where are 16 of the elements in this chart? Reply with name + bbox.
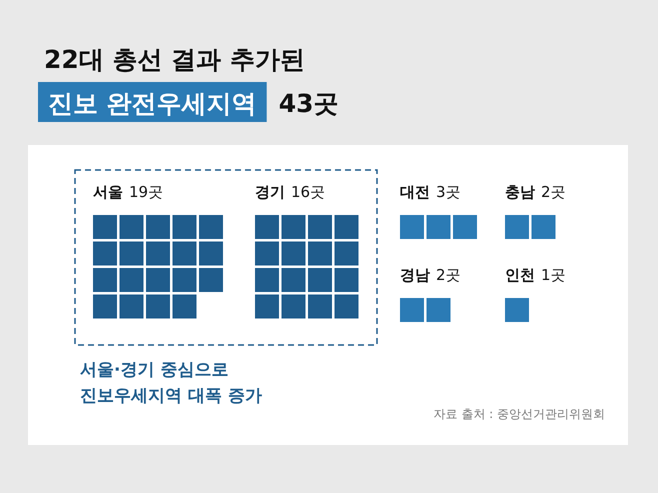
- text: 서울·경기 중심으로 진보우세지역 대폭 증가: [80, 360, 262, 406]
- category-label: 경기: [255, 183, 285, 201]
- text: 진보 완전우세지역 43곳: [48, 89, 339, 118]
- category-label: 인천: [505, 266, 535, 284]
- data-label: 16곳: [291, 183, 326, 201]
- category-label: 충남: [505, 183, 535, 201]
- data-label: 2곳: [436, 266, 461, 284]
- category-label: 경남: [400, 266, 430, 284]
- category-label: 대전: [400, 183, 430, 201]
- text: 자료 출처 : 중앙선거관리위원회: [434, 407, 605, 421]
- data-label: 19곳: [129, 183, 164, 201]
- data-label: 1곳: [541, 266, 566, 284]
- text: 22대 총선 결과 추가된: [44, 45, 305, 74]
- data-label: 2곳: [541, 183, 566, 201]
- data-label: 3곳: [436, 183, 461, 201]
- category-label: 서울: [93, 183, 123, 201]
